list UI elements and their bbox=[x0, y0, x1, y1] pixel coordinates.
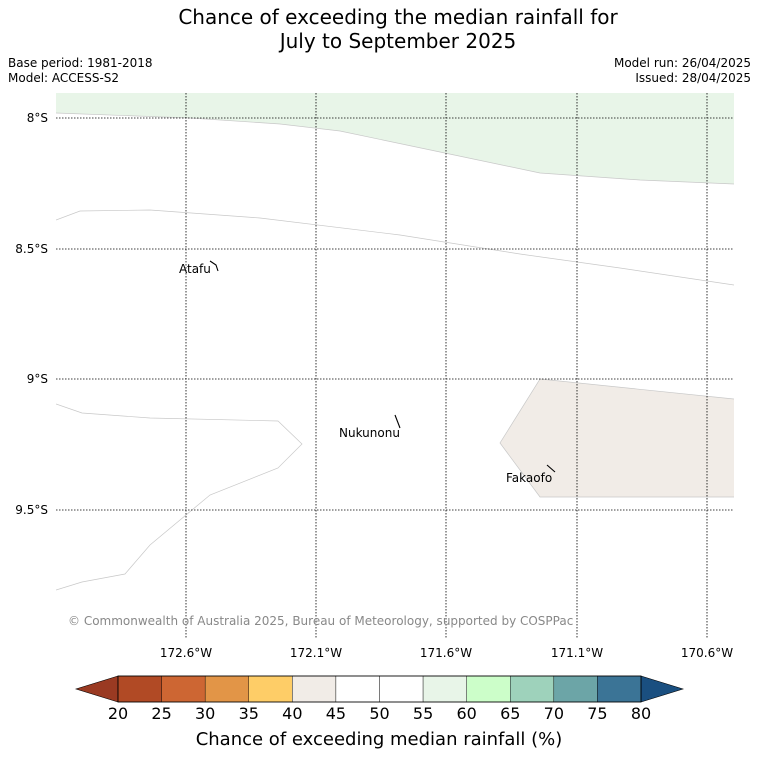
place-label-atafu: Atafu bbox=[179, 262, 211, 276]
colorbar-tick-label: 75 bbox=[587, 704, 608, 723]
lon-label-171-6w: 171.6°W bbox=[419, 646, 473, 660]
beige-region bbox=[500, 379, 734, 497]
nukunonu-island-mark bbox=[394, 414, 401, 429]
colorbar-cell bbox=[553, 675, 598, 703]
contour-line bbox=[56, 112, 734, 185]
colorbar-tick-label: 55 bbox=[412, 704, 434, 723]
colorbar-cell bbox=[422, 675, 467, 703]
copyright-notice: © Commonwealth of Australia 2025, Bureau… bbox=[68, 614, 574, 628]
colorbar-tick-label: 70 bbox=[543, 704, 564, 723]
place-label-fakaofo: Fakaofo bbox=[506, 471, 553, 485]
colorbar-tick-label: 40 bbox=[282, 704, 303, 723]
model-name: Model: ACCESS-S2 bbox=[8, 71, 120, 85]
meta-right: Model run: 26/04/2025 Issued: 28/04/2025 bbox=[614, 56, 751, 86]
base-period: Base period: 1981-2018 bbox=[8, 56, 153, 70]
issued-date: Issued: 28/04/2025 bbox=[635, 71, 751, 85]
model-run: Model run: 26/04/2025 bbox=[613, 56, 751, 70]
map-title: Chance of exceeding the median rainfall … bbox=[0, 5, 758, 53]
colorbar-over-arrow bbox=[640, 675, 685, 703]
colorbar-cell bbox=[335, 675, 380, 703]
lon-label-172-6w: 172.6°W bbox=[159, 646, 213, 660]
colorbar-tick-label: 50 bbox=[369, 704, 390, 723]
lat-label-8s: 8°S bbox=[26, 111, 48, 125]
colorbar-cell bbox=[379, 675, 424, 703]
colorbar-cell bbox=[117, 675, 162, 703]
lat-label-9s: 9°S bbox=[26, 372, 48, 386]
colorbar-tick-label: 35 bbox=[238, 704, 259, 723]
colorbar-tick-label: 30 bbox=[194, 704, 216, 723]
title-line-2: July to September 2025 bbox=[279, 29, 517, 53]
colorbar bbox=[74, 675, 685, 703]
lon-label-170-6w: 170.6°W bbox=[680, 646, 734, 660]
green-region bbox=[56, 93, 734, 184]
colorbar-cell bbox=[510, 675, 555, 703]
lat-label-8-5s: 8.5°S bbox=[15, 242, 48, 256]
colorbar-tick-label: 25 bbox=[151, 704, 172, 723]
contour-line bbox=[56, 403, 303, 591]
colorbar-label: Chance of exceeding median rainfall (%) bbox=[195, 729, 563, 750]
colorbar-cell bbox=[597, 675, 642, 703]
colorbar-cell bbox=[204, 675, 249, 703]
meta-left: Base period: 1981-2018 Model: ACCESS-S2 bbox=[8, 56, 153, 86]
contour-line bbox=[499, 378, 734, 498]
colorbar-cell bbox=[248, 675, 293, 703]
colorbar-tick-label: 45 bbox=[325, 704, 347, 723]
lon-label-171-1w: 171.1°W bbox=[550, 646, 604, 660]
contour-line bbox=[56, 209, 734, 286]
colorbar-cell bbox=[466, 675, 511, 703]
colorbar-tick-label: 65 bbox=[500, 704, 521, 723]
colorbar-tick-label: 80 bbox=[630, 704, 652, 723]
colorbar-tick-label: 60 bbox=[456, 704, 477, 723]
colorbar-under-arrow bbox=[74, 675, 119, 703]
fakaofo-island-mark bbox=[546, 464, 556, 473]
lon-label-172-1w: 172.1°W bbox=[289, 646, 343, 660]
colorbar-tick-label: 20 bbox=[107, 704, 129, 723]
lat-label-9-5s: 9.5°S bbox=[15, 503, 48, 517]
title-line-1: Chance of exceeding the median rainfall … bbox=[178, 5, 618, 29]
colorbar-cell bbox=[292, 675, 337, 703]
atafu-island-mark bbox=[209, 260, 219, 272]
colorbar-cell bbox=[161, 675, 206, 703]
place-label-nukunonu: Nukunonu bbox=[339, 426, 400, 440]
